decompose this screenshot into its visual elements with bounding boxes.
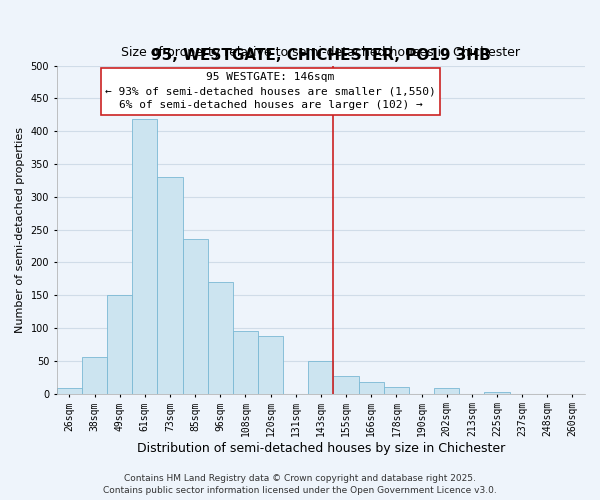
Bar xyxy=(384,387,409,394)
Bar xyxy=(334,376,359,394)
Bar xyxy=(57,388,82,394)
Bar xyxy=(107,295,132,394)
Bar xyxy=(157,177,182,394)
Bar xyxy=(208,282,233,394)
Bar xyxy=(484,392,509,394)
Bar xyxy=(359,382,384,394)
Bar xyxy=(82,358,107,394)
Text: Size of property relative to semi-detached houses in Chichester: Size of property relative to semi-detach… xyxy=(121,46,520,59)
Text: Contains HM Land Registry data © Crown copyright and database right 2025.
Contai: Contains HM Land Registry data © Crown c… xyxy=(103,474,497,495)
X-axis label: Distribution of semi-detached houses by size in Chichester: Distribution of semi-detached houses by … xyxy=(137,442,505,455)
Text: 95 WESTGATE: 146sqm
← 93% of semi-detached houses are smaller (1,550)
6% of semi: 95 WESTGATE: 146sqm ← 93% of semi-detach… xyxy=(105,72,436,110)
Bar xyxy=(132,120,157,394)
Title: 95, WESTGATE, CHICHESTER, PO19 3HB: 95, WESTGATE, CHICHESTER, PO19 3HB xyxy=(151,48,491,63)
Bar xyxy=(308,361,334,394)
Bar xyxy=(434,388,459,394)
Bar xyxy=(233,332,258,394)
Y-axis label: Number of semi-detached properties: Number of semi-detached properties xyxy=(15,126,25,332)
Bar xyxy=(182,240,208,394)
Bar xyxy=(258,336,283,394)
